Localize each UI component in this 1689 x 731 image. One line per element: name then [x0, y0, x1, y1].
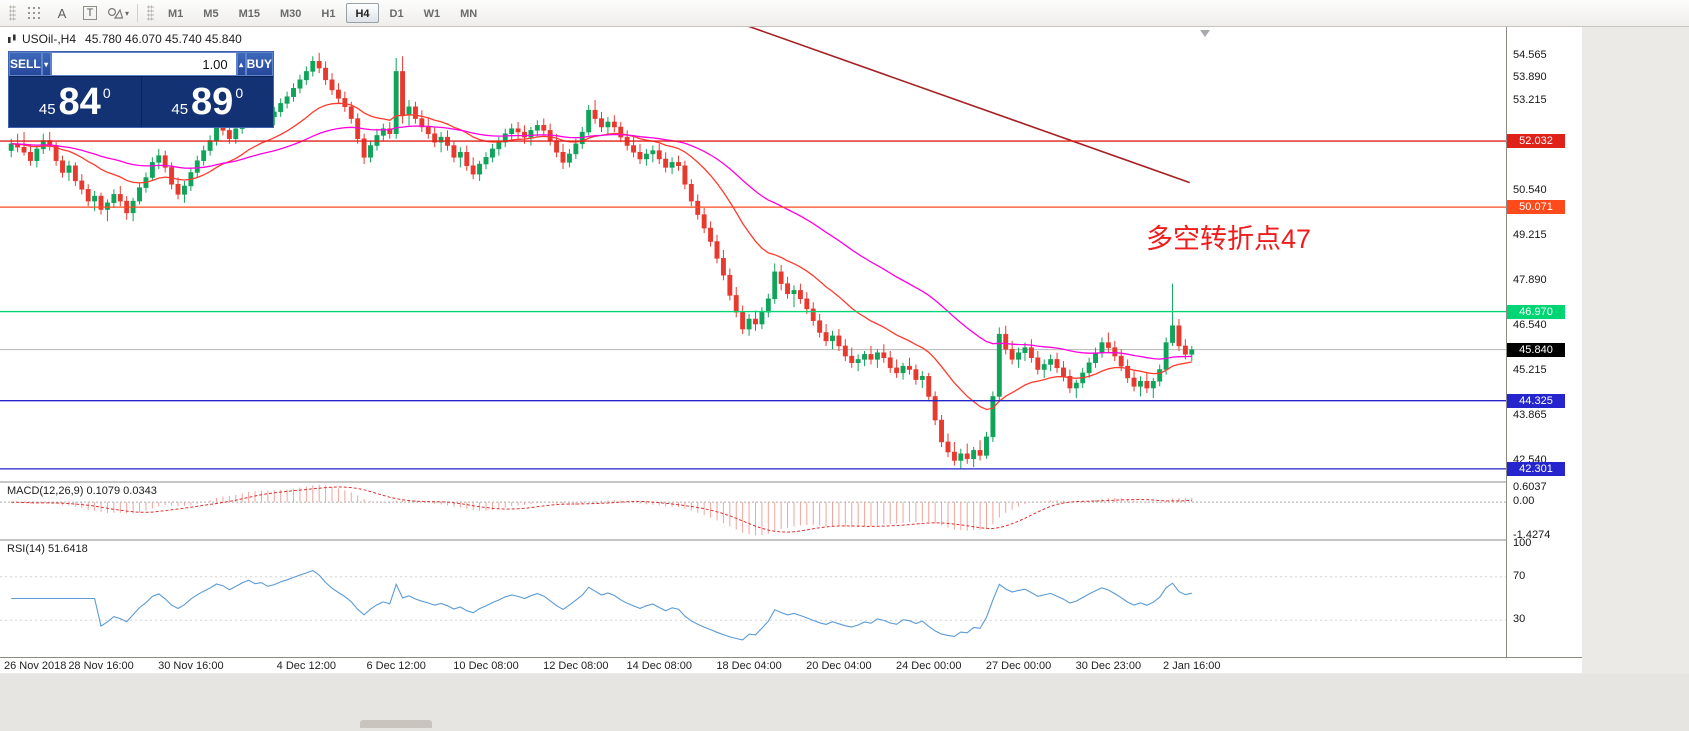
timeframe-m5[interactable]: M5 [203, 8, 219, 20]
time-label: 27 Dec 00:00 [985, 660, 1052, 672]
price-level-label: 42.301 [1507, 461, 1565, 476]
axis-tick: 100 [1513, 537, 1532, 549]
time-label: 6 Dec 12:00 [366, 660, 426, 672]
volume-decrease-button[interactable]: ▾ [41, 52, 51, 76]
time-label: 4 Dec 12:00 [276, 660, 337, 672]
time-label: 26 Nov 2018 [4, 660, 67, 672]
toolbar: A T ▾ M1 M5 M15 M30 H1 H4 D1 W1 MN [0, 0, 1689, 27]
price-pane [0, 27, 1506, 470]
volume-increase-button[interactable]: ▴ [236, 52, 246, 76]
timeframe-h4[interactable]: H4 [346, 3, 379, 23]
symbol-name: USOil-,H4 [22, 32, 77, 46]
time-label: 28 Nov 16:00 [68, 660, 134, 672]
axis-tick: 53.215 [1513, 94, 1547, 107]
grid-icon [28, 7, 40, 19]
price-axis: 54.565 53.890 53.215 50.540 49.215 47.890 46.5… [1506, 27, 1582, 657]
axis-tick: -1.4274 [1513, 529, 1551, 542]
descending-trendline [748, 27, 1191, 184]
timeframe-w1[interactable]: W1 [423, 8, 441, 20]
timeframe-m30[interactable]: M30 [279, 8, 302, 20]
terminal-splitter-handle[interactable] [360, 720, 432, 728]
timeframe-m15[interactable]: M15 [238, 8, 260, 20]
candlestick-chart[interactable] [0, 27, 1506, 657]
time-axis: 26 Nov 2018 28 Nov 16:00 30 Nov 16:00 4 Dec… [0, 657, 1582, 673]
timeframe-grip[interactable] [147, 5, 154, 21]
candles [8, 52, 1195, 469]
trader-annotation: 多空转折点47 [1146, 224, 1312, 254]
time-label: 30 Nov 16:00 [158, 660, 224, 672]
toolbar-separator [137, 4, 138, 22]
bottom-strip [0, 674, 1689, 731]
text-label-icon: T [83, 6, 97, 20]
current-price-label: 45.840 [1507, 342, 1565, 357]
price-level-label: 52.032 [1507, 134, 1565, 149]
sell-price[interactable]: 45 84 0 [9, 77, 142, 127]
axis-tick: 0.6037 [1513, 480, 1547, 493]
rsi-line [11, 569, 1192, 641]
volume-input[interactable] [50, 52, 237, 76]
moving-average-20 [11, 102, 1192, 411]
chart-shift-marker-icon[interactable] [1200, 30, 1210, 37]
symbol-title: USOil-,H4 45.780 46.070 45.740 45.840 [7, 32, 242, 46]
timeframe-mn[interactable]: MN [460, 8, 478, 20]
shapes-icon [107, 7, 123, 19]
one-click-trading-panel: SELL ▾ ▴ BUY 45 84 0 45 89 0 [8, 51, 274, 128]
buy-price-pips: 89 [191, 81, 234, 123]
toolbar-grip[interactable] [9, 5, 16, 21]
buy-button[interactable]: BUY [245, 52, 273, 76]
macd-indicator-title: MACD(12,26,9) 0.1079 0.0343 [7, 485, 157, 497]
axis-tick: 30 [1513, 613, 1526, 626]
time-label: 10 Dec 08:00 [453, 660, 519, 672]
timeframe-m1[interactable]: M1 [168, 8, 184, 20]
moving-average-50 [11, 125, 1192, 360]
axis-tick: 50.540 [1513, 184, 1547, 197]
chevron-down-icon: ▾ [124, 8, 129, 18]
sell-button[interactable]: SELL [9, 52, 42, 76]
macd-histogram [17, 485, 1193, 536]
timeframe-bar: M1 M5 M15 M30 H1 H4 D1 W1 MN [158, 3, 487, 23]
sell-price-point: 0 [102, 85, 111, 101]
sell-price-pips: 84 [58, 81, 101, 123]
sell-price-int: 45 [38, 101, 56, 118]
buy-price-int: 45 [171, 101, 189, 118]
window-gutter [1583, 27, 1689, 674]
timeframe-h1[interactable]: H1 [321, 8, 336, 20]
axis-tick: 54.565 [1513, 48, 1547, 61]
axis-tick: 49.215 [1513, 228, 1547, 241]
time-label: 18 Dec 04:00 [716, 660, 782, 672]
text-label-tool-button[interactable]: T [77, 2, 103, 24]
time-label: 14 Dec 08:00 [626, 660, 692, 672]
chart-window: USOil-,H4 45.780 46.070 45.740 45.840 SE… [0, 27, 1582, 673]
buy-price-point: 0 [235, 85, 244, 101]
price-level-label: 46.970 [1507, 304, 1565, 319]
time-label: 20 Dec 04:00 [806, 660, 872, 672]
axis-tick: 0.00 [1513, 495, 1535, 508]
text-tool-label: A [57, 5, 67, 21]
rsi-pane [0, 569, 1506, 641]
chart-icon [8, 34, 16, 43]
ohlc-values: 45.780 46.070 45.740 45.840 [85, 32, 242, 46]
axis-tick: 70 [1513, 569, 1526, 582]
price-level-label: 50.071 [1507, 200, 1565, 215]
axis-tick: 43.865 [1513, 409, 1547, 422]
time-label: 12 Dec 08:00 [543, 660, 609, 672]
buy-price[interactable]: 45 89 0 [142, 77, 274, 127]
axis-tick: 53.890 [1513, 71, 1547, 84]
price-level-label: 44.325 [1507, 393, 1565, 408]
timeframe-d1[interactable]: D1 [389, 8, 404, 20]
text-tool-button[interactable]: A [49, 2, 75, 24]
time-label: 2 Jan 16:00 [1163, 660, 1221, 672]
time-label: 24 Dec 00:00 [896, 660, 962, 672]
rsi-indicator-title: RSI(14) 51.6418 [7, 543, 88, 555]
time-label: 30 Dec 23:00 [1075, 660, 1142, 672]
grid-tool-button[interactable] [21, 2, 47, 24]
axis-tick: 47.890 [1513, 273, 1547, 286]
axis-tick: 46.540 [1513, 319, 1547, 332]
axis-tick: 45.215 [1513, 363, 1547, 376]
shapes-tool-button[interactable]: ▾ [105, 2, 131, 24]
macd-pane [0, 485, 1506, 536]
macd-signal-line [11, 486, 1192, 533]
